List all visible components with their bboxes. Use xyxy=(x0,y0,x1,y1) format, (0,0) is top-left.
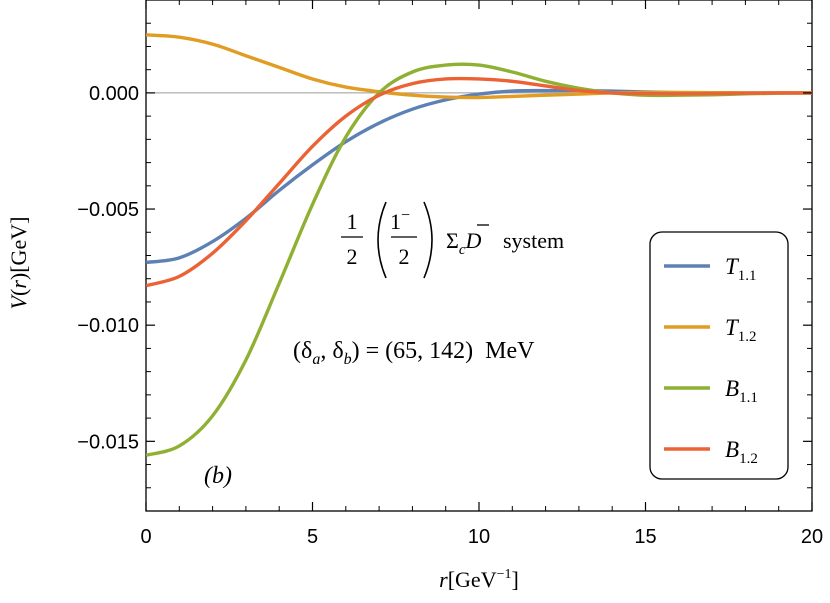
deltas-annotation: (δa, δb) = (65, 142) MeV xyxy=(293,338,535,368)
x-axis-label: r[GeV−1] xyxy=(439,567,519,592)
legend: T1.1 T1.2 B1.1 B1.2 xyxy=(649,231,789,480)
legend-box xyxy=(649,231,789,480)
x-tick-label: 5 xyxy=(307,526,318,548)
half-denominator: 2 xyxy=(347,244,358,269)
half-numerator: 1 xyxy=(347,209,358,234)
y-tick-label: −0.015 xyxy=(77,431,139,453)
jp-numerator: 1− xyxy=(390,207,410,234)
y-tick-label: −0.010 xyxy=(77,315,139,337)
x-tick-label: 0 xyxy=(140,526,151,548)
particle-label: ΣcD xyxy=(446,228,481,258)
right-paren xyxy=(423,201,433,279)
left-paren xyxy=(377,201,387,279)
y-tick-label: −0.005 xyxy=(77,199,139,221)
legend-label-t1-2: T1.2 xyxy=(725,315,757,345)
y-axis-label: V(r)[GeV] xyxy=(6,217,31,310)
x-tick-label: 20 xyxy=(801,526,823,548)
x-tick-label: 15 xyxy=(634,526,656,548)
jp-denominator: 2 xyxy=(399,244,410,269)
series-line-b1-2 xyxy=(146,76,812,288)
system-annotation: 1 2 1− 2 ΣcD system xyxy=(341,201,564,279)
legend-label-b1-1: B1.1 xyxy=(725,376,758,406)
legend-label-t1-1: T1.1 xyxy=(725,254,757,284)
system-word: system xyxy=(503,228,564,253)
y-tick-label: 0.000 xyxy=(89,83,139,105)
x-tick-label: 10 xyxy=(468,526,490,548)
panel-label: (b) xyxy=(204,463,232,489)
legend-label-b1-2: B1.2 xyxy=(725,437,758,467)
